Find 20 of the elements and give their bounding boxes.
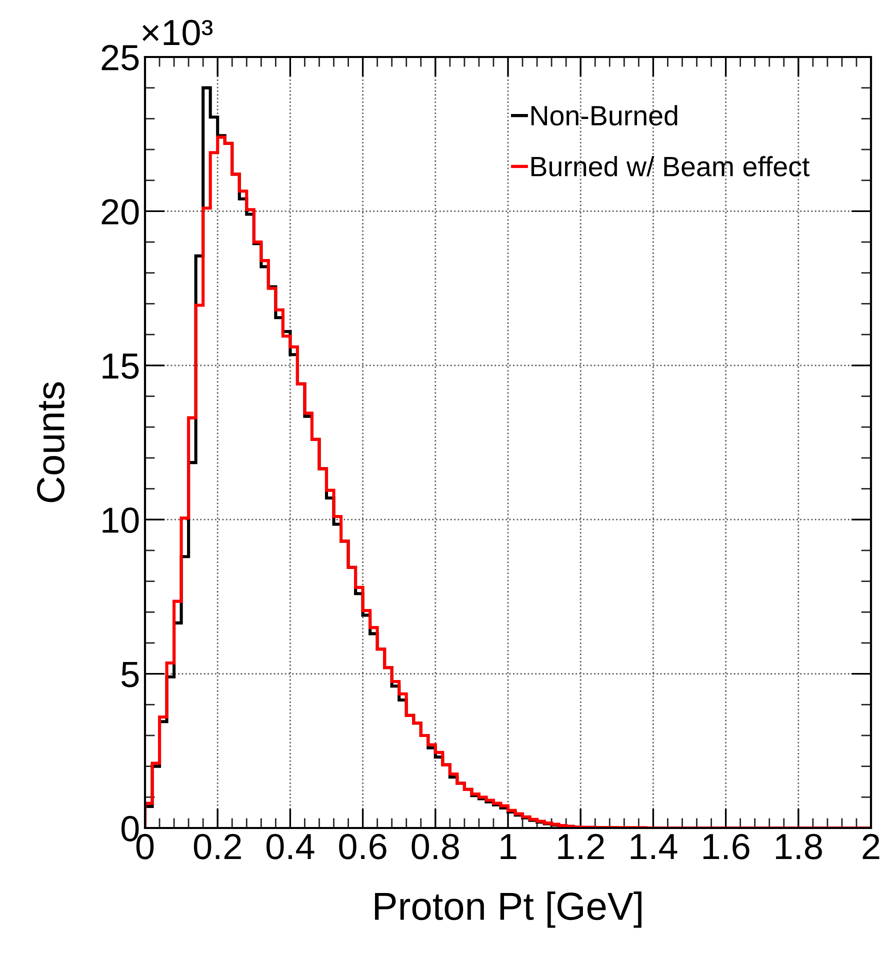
legend-label: Non-Burned (531, 105, 678, 126)
y-tick-label: 15 (102, 354, 139, 379)
x-tick-label: 0.8 (412, 834, 459, 860)
x-axis-title: Proton Pt [GeV] (375, 892, 642, 928)
x-tick-label: 0.2 (194, 834, 241, 860)
x-tick-label: 0.6 (339, 834, 386, 860)
x-tick-label: 2 (862, 834, 880, 860)
y-tick-label: 10 (102, 507, 139, 534)
x-tick-label: 1.8 (776, 834, 822, 860)
x-tick-label: 1 (500, 834, 516, 860)
y-tick-label: 5 (122, 662, 139, 688)
y-tick-label: 20 (102, 199, 139, 225)
x-tick-label: 1.2 (558, 834, 604, 860)
y-tick-label: 25 (102, 44, 139, 70)
legend-label: Burned w/ Beam effect (531, 156, 810, 176)
x-tick-label: 1.6 (703, 834, 750, 860)
x-tick-label: 0.4 (266, 834, 314, 860)
x-tick-label: 1.4 (630, 834, 678, 860)
text: ×10³ (142, 20, 213, 46)
y-axis-title: Counts (36, 382, 65, 502)
